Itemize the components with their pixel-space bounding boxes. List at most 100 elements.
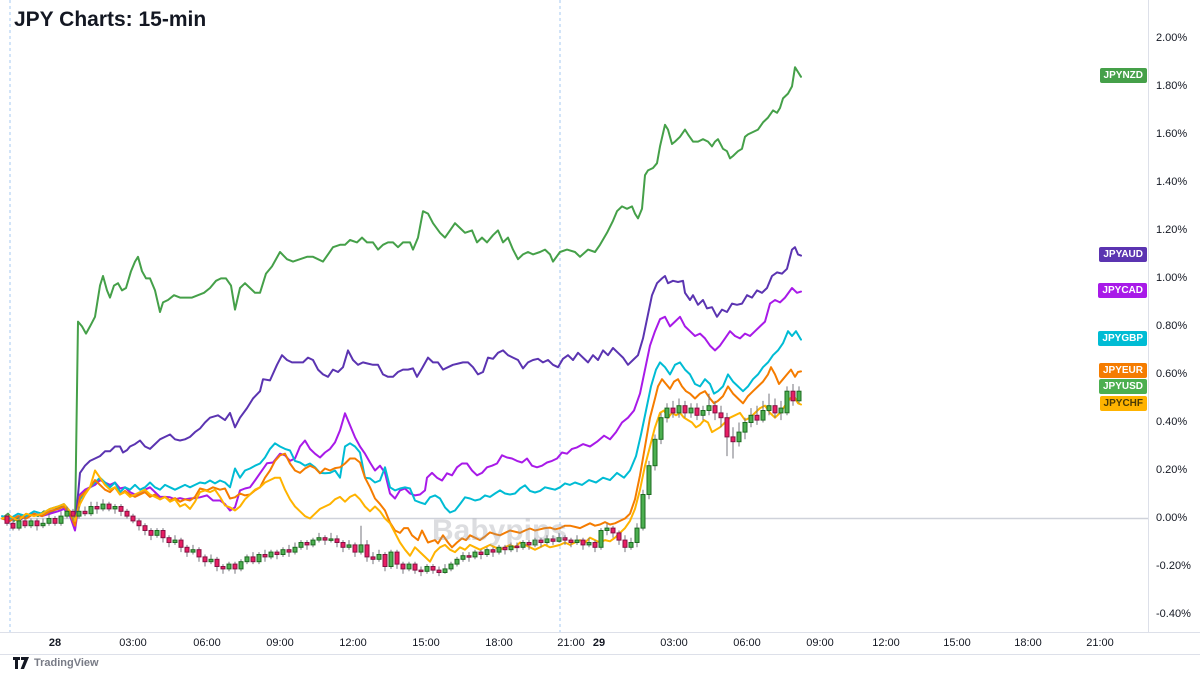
candle-body-jpyusd[interactable] — [580, 539, 586, 546]
candle-body-jpyusd[interactable] — [148, 530, 154, 536]
candle-body-jpyusd[interactable] — [310, 539, 316, 546]
candle-body-jpyusd[interactable] — [376, 554, 382, 560]
candle-body-jpyusd[interactable] — [274, 551, 280, 555]
candle-body-jpyusd[interactable] — [328, 538, 334, 541]
candle-body-jpyusd[interactable] — [730, 436, 736, 443]
line-series-jpygbp[interactable] — [1, 330, 802, 525]
candle-body-jpyusd[interactable] — [352, 544, 358, 553]
candle-body-jpyusd[interactable] — [556, 537, 562, 542]
chart-plot-canvas[interactable] — [0, 0, 1148, 632]
candle-body-jpyusd[interactable] — [532, 539, 538, 546]
candle-body-jpyusd[interactable] — [208, 558, 214, 563]
candle-body-jpyusd[interactable] — [628, 542, 634, 548]
candle-body-jpyusd[interactable] — [790, 390, 796, 402]
line-series-jpyaud[interactable] — [1, 246, 802, 530]
price-axis[interactable]: 2.00% 1.80% 1.60% 1.40% 1.20% 1.00% 0.80% 0.60%… — [1148, 0, 1200, 654]
candle-body-jpyusd[interactable] — [202, 556, 208, 563]
candle-body-jpyusd[interactable] — [10, 522, 16, 529]
candle-body-jpyusd[interactable] — [520, 542, 526, 548]
candle-body-jpyusd[interactable] — [610, 527, 616, 534]
candle-body-jpyusd[interactable] — [508, 545, 514, 551]
candle-body-jpyusd[interactable] — [28, 520, 34, 527]
candle-body-jpyusd[interactable] — [52, 518, 58, 524]
candle-body-jpyusd[interactable] — [436, 569, 442, 573]
candle-body-jpyusd[interactable] — [766, 405, 772, 412]
candle-body-jpyusd[interactable] — [304, 542, 310, 546]
candle-body-jpyusd[interactable] — [664, 407, 670, 419]
candle-body-jpyusd[interactable] — [622, 539, 628, 548]
candle-body-jpyusd[interactable] — [220, 566, 226, 570]
candle-body-jpyusd[interactable] — [496, 546, 502, 553]
candle-body-jpyusd[interactable] — [154, 530, 160, 536]
candle-body-jpyusd[interactable] — [76, 510, 82, 517]
candle-body-jpyusd[interactable] — [772, 405, 778, 414]
candle-body-jpyusd[interactable] — [118, 506, 124, 512]
candle-body-jpyusd[interactable] — [760, 410, 766, 421]
candle-body-jpyusd[interactable] — [550, 538, 556, 542]
line-series-jpychf[interactable] — [1, 395, 802, 563]
candle-body-jpyusd[interactable] — [46, 518, 52, 524]
line-series-jpynzd[interactable] — [1, 66, 802, 530]
tradingview-attribution[interactable]: TradingView — [13, 657, 99, 669]
candle-body-jpyusd[interactable] — [190, 549, 196, 553]
candle-body-jpyusd[interactable] — [430, 566, 436, 571]
candle-body-jpyusd[interactable] — [754, 414, 760, 421]
candle-body-jpyusd[interactable] — [250, 556, 256, 563]
candle-body-jpyusd[interactable] — [778, 407, 784, 414]
candle-body-jpyusd[interactable] — [292, 546, 298, 553]
candle-body-jpyusd[interactable] — [106, 503, 112, 510]
candle-body-jpyusd[interactable] — [394, 551, 400, 565]
candle-body-jpyusd[interactable] — [604, 527, 610, 531]
candle-body-jpyusd[interactable] — [538, 539, 544, 543]
candle-body-jpyusd[interactable] — [442, 568, 448, 574]
candle-body-jpyusd[interactable] — [466, 555, 472, 558]
candle-body-jpyusd[interactable] — [232, 563, 238, 570]
candle-body-jpyusd[interactable] — [736, 431, 742, 443]
candle-body-jpyusd[interactable] — [700, 410, 706, 416]
candle-body-jpyusd[interactable] — [346, 544, 352, 548]
candle-body-jpyusd[interactable] — [22, 520, 28, 527]
candle-body-jpyusd[interactable] — [682, 405, 688, 414]
candle-body-jpyusd[interactable] — [388, 551, 394, 567]
candle-body-jpyusd[interactable] — [418, 569, 424, 573]
candle-body-jpyusd[interactable] — [718, 412, 724, 419]
candle-body-jpyusd[interactable] — [178, 539, 184, 548]
line-series-jpyeur[interactable] — [1, 366, 802, 549]
candle-body-jpyusd[interactable] — [58, 515, 64, 524]
candle-body-jpyusd[interactable] — [724, 417, 730, 438]
candle-body-jpyusd[interactable] — [634, 527, 640, 543]
time-axis[interactable]: 28 03:00 06:00 09:00 12:00 15:00 18:00 21:00 29 0… — [0, 632, 1200, 655]
candle-body-jpyusd[interactable] — [184, 546, 190, 553]
candle-body-jpyusd[interactable] — [298, 542, 304, 548]
candle-body-jpyusd[interactable] — [40, 522, 46, 527]
candle-body-jpyusd[interactable] — [472, 551, 478, 558]
candle-body-jpyusd[interactable] — [694, 407, 700, 416]
candle-body-jpyusd[interactable] — [796, 390, 802, 402]
candle-body-jpyusd[interactable] — [370, 556, 376, 560]
candle-body-jpyusd[interactable] — [658, 417, 664, 440]
candle-body-jpyusd[interactable] — [364, 544, 370, 558]
candle-body-jpyusd[interactable] — [340, 542, 346, 548]
candle-body-jpyusd[interactable] — [706, 405, 712, 412]
candle-body-jpyusd[interactable] — [142, 525, 148, 532]
candle-body-jpyusd[interactable] — [676, 405, 682, 414]
candle-body-jpyusd[interactable] — [322, 537, 328, 541]
candle-body-jpyusd[interactable] — [406, 563, 412, 570]
candle-body-jpyusd[interactable] — [136, 520, 142, 527]
candle-body-jpyusd[interactable] — [460, 555, 466, 560]
candle-body-jpyusd[interactable] — [112, 506, 118, 510]
candle-body-jpyusd[interactable] — [166, 537, 172, 544]
candle-body-jpyusd[interactable] — [568, 539, 574, 543]
candle-body-jpyusd[interactable] — [238, 561, 244, 570]
candle-body-jpyusd[interactable] — [784, 390, 790, 414]
candle-body-jpyusd[interactable] — [616, 532, 622, 541]
candle-body-jpyusd[interactable] — [100, 503, 106, 510]
candle-body-jpyusd[interactable] — [598, 530, 604, 548]
candle-body-jpyusd[interactable] — [160, 530, 166, 539]
candle-body-jpyusd[interactable] — [484, 549, 490, 556]
candle-body-jpyusd[interactable] — [130, 515, 136, 522]
candle-body-jpyusd[interactable] — [82, 510, 88, 515]
candle-body-jpyusd[interactable] — [526, 542, 532, 546]
candle-body-jpyusd[interactable] — [64, 510, 70, 517]
candle-body-jpyusd[interactable] — [640, 494, 646, 529]
